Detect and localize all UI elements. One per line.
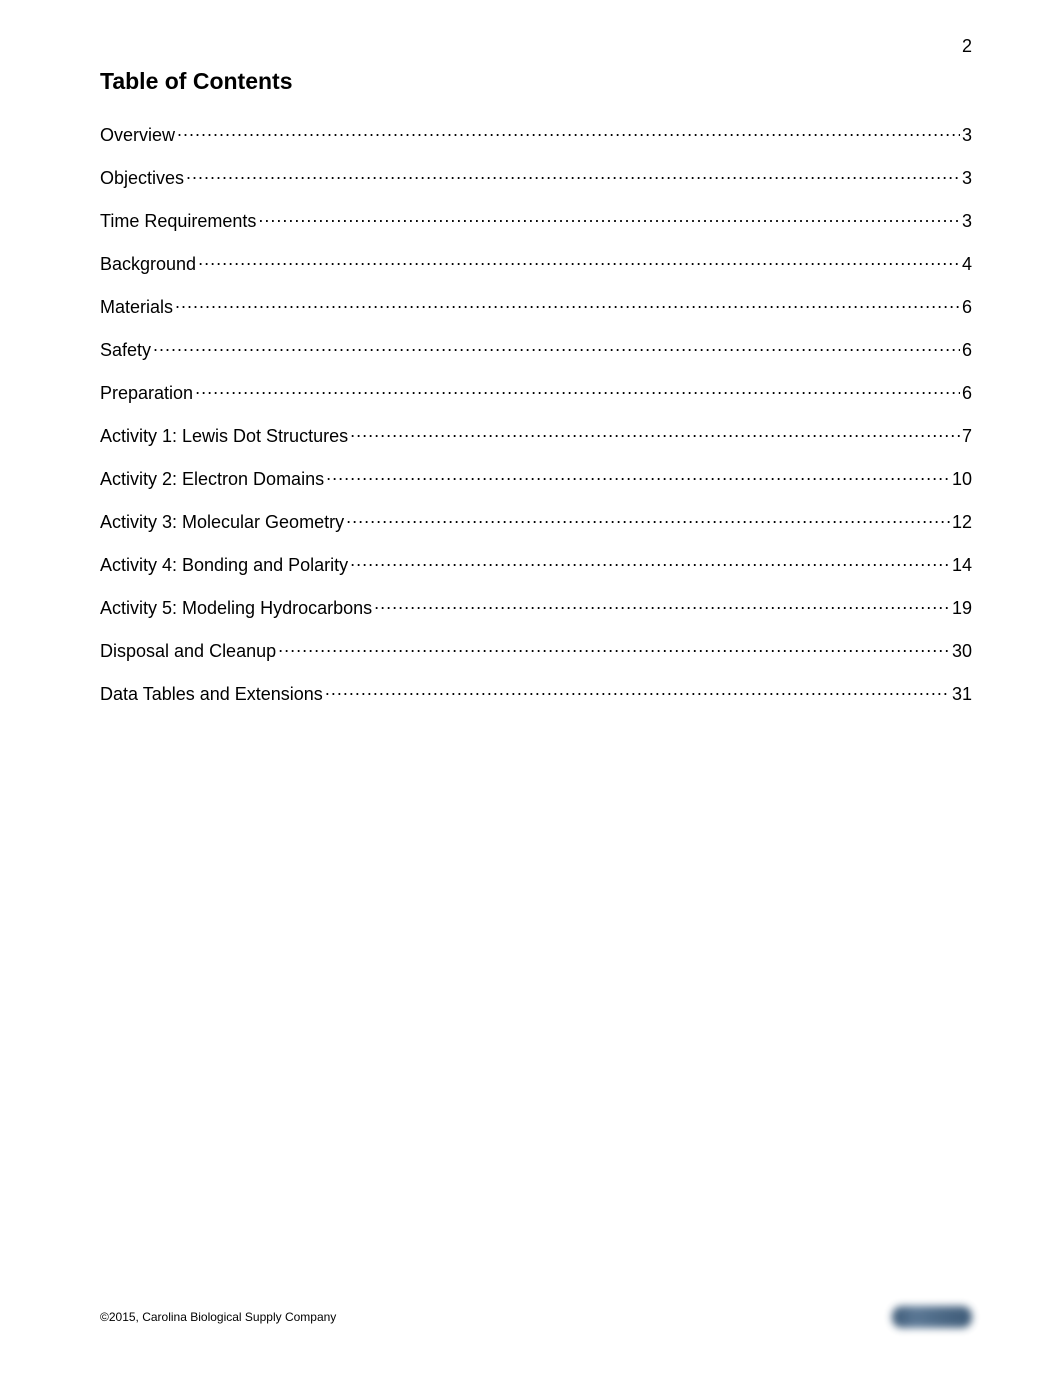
toc-entry-label: Background xyxy=(100,254,196,275)
toc-entry-label: Activity 3: Molecular Geometry xyxy=(100,512,344,533)
table-of-contents: Overview 3 Objectives 3 Time Requirement… xyxy=(100,123,972,705)
toc-entry-page: 30 xyxy=(952,641,972,662)
toc-leader-dots xyxy=(177,123,960,141)
toc-entry[interactable]: Activity 2: Electron Domains 10 xyxy=(100,467,972,490)
toc-leader-dots xyxy=(153,338,960,356)
toc-entry-label: Overview xyxy=(100,125,175,146)
toc-entry-page: 12 xyxy=(952,512,972,533)
toc-entry-page: 31 xyxy=(952,684,972,705)
copyright-text: ©2015, Carolina Biological Supply Compan… xyxy=(100,1310,336,1324)
toc-entry[interactable]: Activity 1: Lewis Dot Structures 7 xyxy=(100,424,972,447)
toc-entry-label: Data Tables and Extensions xyxy=(100,684,323,705)
toc-leader-dots xyxy=(195,381,960,399)
toc-leader-dots xyxy=(326,467,950,485)
toc-entry[interactable]: Activity 3: Molecular Geometry 12 xyxy=(100,510,972,533)
toc-entry-page: 3 xyxy=(962,168,972,189)
toc-leader-dots xyxy=(350,424,960,442)
toc-entry-page: 6 xyxy=(962,383,972,404)
toc-entry-page: 3 xyxy=(962,211,972,232)
toc-entry-label: Activity 1: Lewis Dot Structures xyxy=(100,426,348,447)
toc-leader-dots xyxy=(346,510,950,528)
toc-leader-dots xyxy=(198,252,960,270)
toc-entry-label: Preparation xyxy=(100,383,193,404)
toc-entry-label: Time Requirements xyxy=(100,211,256,232)
toc-leader-dots xyxy=(350,553,950,571)
page-title: Table of Contents xyxy=(100,68,972,95)
toc-entry-page: 3 xyxy=(962,125,972,146)
toc-entry[interactable]: Time Requirements 3 xyxy=(100,209,972,232)
toc-entry-page: 7 xyxy=(962,426,972,447)
toc-entry-page: 14 xyxy=(952,555,972,576)
toc-leader-dots xyxy=(175,295,960,313)
toc-entry[interactable]: Safety 6 xyxy=(100,338,972,361)
toc-entry-label: Disposal and Cleanup xyxy=(100,641,276,662)
toc-entry-label: Safety xyxy=(100,340,151,361)
toc-entry[interactable]: Overview 3 xyxy=(100,123,972,146)
toc-entry[interactable]: Data Tables and Extensions 31 xyxy=(100,682,972,705)
toc-entry-page: 6 xyxy=(962,297,972,318)
toc-entry-page: 10 xyxy=(952,469,972,490)
page-footer: ©2015, Carolina Biological Supply Compan… xyxy=(100,1306,972,1328)
toc-entry-label: Activity 2: Electron Domains xyxy=(100,469,324,490)
toc-leader-dots xyxy=(278,639,950,657)
toc-entry[interactable]: Disposal and Cleanup 30 xyxy=(100,639,972,662)
toc-entry-page: 19 xyxy=(952,598,972,619)
toc-leader-dots xyxy=(374,596,950,614)
toc-entry-page: 6 xyxy=(962,340,972,361)
page-number: 2 xyxy=(962,36,972,57)
toc-entry[interactable]: Materials 6 xyxy=(100,295,972,318)
toc-leader-dots xyxy=(325,682,950,700)
toc-leader-dots xyxy=(186,166,960,184)
toc-entry-label: Objectives xyxy=(100,168,184,189)
footer-logo xyxy=(892,1306,972,1328)
toc-entry[interactable]: Preparation 6 xyxy=(100,381,972,404)
toc-entry-label: Materials xyxy=(100,297,173,318)
toc-entry[interactable]: Activity 4: Bonding and Polarity 14 xyxy=(100,553,972,576)
toc-entry-label: Activity 4: Bonding and Polarity xyxy=(100,555,348,576)
toc-leader-dots xyxy=(258,209,960,227)
toc-entry-page: 4 xyxy=(962,254,972,275)
toc-entry[interactable]: Activity 5: Modeling Hydrocarbons 19 xyxy=(100,596,972,619)
toc-entry-label: Activity 5: Modeling Hydrocarbons xyxy=(100,598,372,619)
toc-entry[interactable]: Background 4 xyxy=(100,252,972,275)
toc-entry[interactable]: Objectives 3 xyxy=(100,166,972,189)
